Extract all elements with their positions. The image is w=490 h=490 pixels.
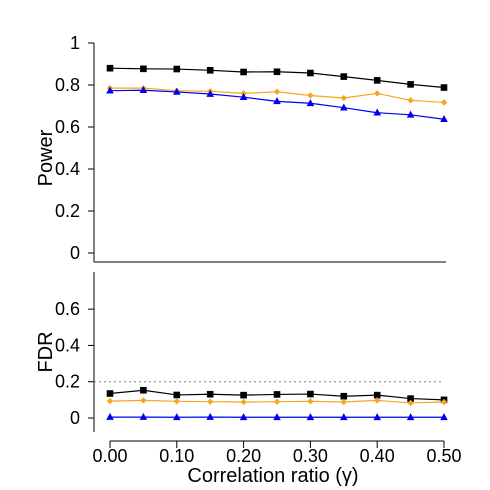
series-1-point [207,398,214,405]
series-2-point [139,86,148,94]
series-0-point [273,68,281,76]
power-y-ticks: 0 0.2 0.4 0.6 0.8 1 [55,33,94,263]
series-0-point [206,67,214,74]
y-tick-label: 0.8 [55,75,80,95]
series-1-point [440,99,448,106]
series-2-point [106,412,114,420]
fdr-y-ticks: 0 0.2 0.4 0.6 [55,299,94,428]
series-2-point [239,413,248,421]
y-tick-label: 0.6 [55,299,80,319]
series-0-point [240,68,247,76]
series-0-point [407,81,414,88]
series-2-point [406,110,415,118]
series-2-point [239,92,248,100]
y-tick-label: 0.2 [55,372,80,392]
series-1-point [173,398,180,405]
series-0-point [307,390,314,398]
x-tick-label: 0.00 [92,446,127,466]
series-1-point [440,398,448,406]
series-1-point [240,398,247,406]
series-0-point [340,73,348,80]
series-0-point [373,77,381,84]
series-0-point [140,386,147,394]
series-2-point [306,413,315,421]
series-1-point [407,399,414,407]
series-0-point [440,84,448,91]
x-tick-label: 0.20 [226,446,261,466]
series-2-point [273,97,281,105]
x-tick-label: 0.50 [426,446,461,466]
series-2-point [340,103,348,111]
y-tick-label: 0 [70,243,80,263]
series-2-point [440,413,448,421]
y-tick-label: 0.4 [55,335,80,355]
series-0-point [340,392,348,400]
y-tick-label: 0.2 [55,201,80,221]
x-tick-label: 0.30 [293,446,328,466]
series-1-point [307,398,314,405]
fdr-panel: 00.20.40.6 FDR 0.00 0.10 0.20 0.30 0.40 0.50 … [35,272,462,487]
series-1-point [374,90,381,97]
series-0-point [206,390,214,398]
x-tick-label: 0.10 [159,446,194,466]
series-0-point [373,391,381,399]
series-2-point [406,413,415,421]
power-series-group [106,64,448,123]
series-0-point [140,65,147,73]
series-2-point [139,412,148,420]
series-2-point [340,413,348,421]
series-2-point [440,115,448,123]
series-2-point [373,413,381,421]
series-2-point [106,86,114,94]
x-tick-label: 0.40 [360,446,395,466]
series-2-point [173,413,181,421]
series-1-point [273,398,281,405]
series-1-point [407,97,414,104]
power-y-axis-title: Power [35,129,57,186]
fdr-y-axis-title: FDR [35,331,57,372]
y-tick-label: 0 [70,408,80,428]
series-0-point [106,64,114,72]
series-0-point [173,65,181,73]
series-0-point [173,391,181,399]
series-1-point [340,398,347,406]
series-2-point [273,413,281,421]
series-1-point [140,397,147,404]
series-2-point [206,89,214,97]
power-panel: 0 0.2 0.4 0.6 0.8 1 Power [35,33,448,263]
series-1-point [106,397,114,405]
series-2-point [373,108,381,116]
series-0-point [307,69,314,77]
series-0-point [106,390,114,397]
x-axis-title: Correlation ratio (γ) [187,465,358,487]
y-tick-label: 0.4 [55,159,80,179]
series-0-point [273,391,281,398]
series-2-point [173,87,181,95]
fdr-x-ticks: 0.00 0.10 0.20 0.30 0.40 0.50 [92,441,462,466]
y-tick-label: 1 [70,33,80,53]
series-2-point [206,412,214,420]
series-2-point [306,99,315,107]
series-1-point [273,88,281,95]
series-0-point [240,391,247,399]
series-1-point [374,397,381,404]
y-tick-label: 0.6 [55,117,80,137]
series-0-point [407,395,414,402]
series-1-point [340,94,347,102]
fdr-series-group [106,386,448,421]
series-1-point [307,92,314,99]
